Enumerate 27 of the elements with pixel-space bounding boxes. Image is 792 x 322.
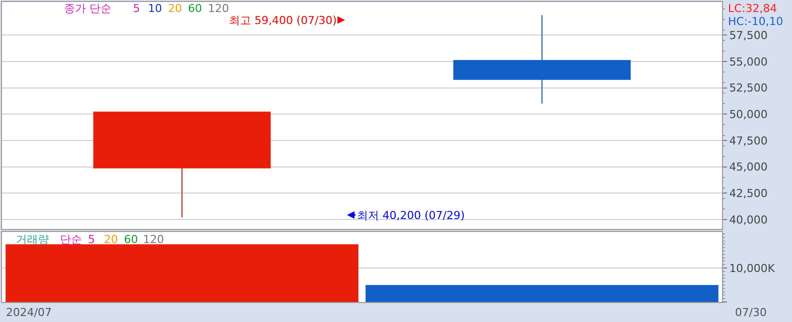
annotation: 종가 단순 (64, 2, 112, 15)
text: 07/30 (735, 306, 767, 319)
annotation: 120 (208, 2, 229, 15)
annotation: 60 (124, 233, 138, 246)
annotation: 10 (148, 2, 162, 15)
annotation: 20 (104, 233, 118, 246)
annotation: 최고 59,400 (07/30) (229, 14, 337, 27)
text: 2024/07 (6, 306, 52, 319)
y-tick-label: 42,500 (729, 187, 768, 200)
y-tick-label: 50,000 (729, 108, 768, 122)
annotation: 5 (133, 2, 140, 15)
y-tick-label: 55,000 (729, 55, 768, 68)
annotation: 120 (143, 233, 164, 246)
annotation: 거래량 (16, 233, 49, 246)
annotation: 최저 40,200 (07/29) (357, 209, 465, 222)
y-tick-label: 47,500 (729, 134, 768, 148)
y-tick-label: 10,000K (729, 262, 776, 275)
y-tick-label: 40,000 (729, 213, 768, 226)
text: HC:-10,10 (728, 15, 784, 28)
y-tick-label: 45,000 (729, 160, 768, 174)
y-tick-label: 57,500 (729, 29, 768, 42)
annotation: 20 (168, 2, 182, 15)
text: LC:32,84 (728, 2, 778, 15)
annotation: 단순 (60, 233, 82, 246)
annotation: 5 (88, 233, 95, 246)
y-tick-label: 52,500 (729, 82, 768, 95)
annotation: 60 (188, 2, 202, 15)
